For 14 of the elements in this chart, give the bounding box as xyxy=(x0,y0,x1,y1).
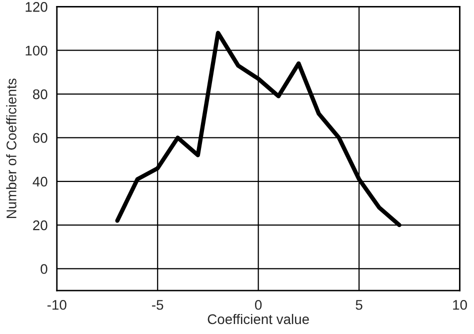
y-axis-title: Number of Coefficients xyxy=(6,78,16,218)
y-tick-label: 40 xyxy=(32,176,48,187)
x-tick-label: 5 xyxy=(356,300,362,310)
x-tick-label: 0 xyxy=(255,300,262,310)
y-tick-label: 0 xyxy=(40,264,48,274)
y-tick-label: 60 xyxy=(33,133,48,143)
y-tick-label: 80 xyxy=(33,89,48,100)
x-tick-label: -5 xyxy=(152,300,164,310)
x-tick-label: -10 xyxy=(47,300,66,310)
y-tick-label: 20 xyxy=(33,220,48,230)
y-tick-label: 120 xyxy=(26,2,48,12)
x-axis-title: Coefficient value xyxy=(208,314,309,324)
y-tick-label: 100 xyxy=(26,46,48,56)
x-tick-label: 10 xyxy=(453,300,467,310)
